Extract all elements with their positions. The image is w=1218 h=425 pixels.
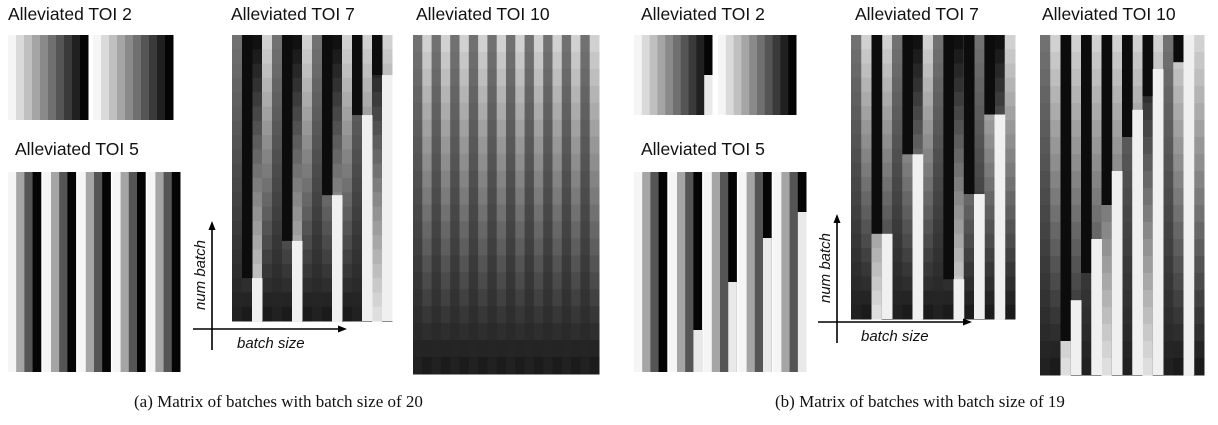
panel-a-x-axis-label: batch size xyxy=(237,335,305,352)
panel-b-toi7-title: Alleviated TOI 7 xyxy=(855,4,979,24)
panel-b-toi5-title: Alleviated TOI 5 xyxy=(641,139,765,159)
panel-b-axes: num batch batch size xyxy=(817,214,972,345)
panel-b-toi10-matrix xyxy=(1040,35,1205,376)
panel-b-caption: (b) Matrix of batches with batch size of… xyxy=(775,392,1065,411)
matrices-layer xyxy=(8,35,1205,376)
panel-b-toi5-matrix xyxy=(634,172,807,372)
panel-b-toi7-matrix xyxy=(851,35,1016,320)
panel-b-y-axis-label: num batch xyxy=(817,233,834,303)
panel-a-toi2-matrix xyxy=(8,35,174,120)
panel-b-x-axis-label: batch size xyxy=(861,328,929,345)
panel-a-toi10-title: Alleviated TOI 10 xyxy=(416,4,550,24)
panel-a-caption: (a) Matrix of batches with batch size of… xyxy=(134,392,423,411)
panel-a-toi10-matrix xyxy=(413,35,600,375)
panel-a-toi7-matrix xyxy=(232,35,393,322)
panel-a-y-axis-label: num batch xyxy=(192,240,209,310)
panel-a-axes: num batch batch size xyxy=(192,221,347,352)
panel-a-toi7-title: Alleviated TOI 7 xyxy=(231,4,355,24)
panel-b-toi2-title: Alleviated TOI 2 xyxy=(641,4,765,24)
panel-a-toi5-title: Alleviated TOI 5 xyxy=(15,139,139,159)
panel-a-toi2-title: Alleviated TOI 2 xyxy=(8,4,132,24)
panel-b-toi10-title: Alleviated TOI 10 xyxy=(1042,4,1176,24)
panel-a-toi5-matrix xyxy=(8,172,181,372)
panel-b-toi2-matrix xyxy=(634,35,797,115)
